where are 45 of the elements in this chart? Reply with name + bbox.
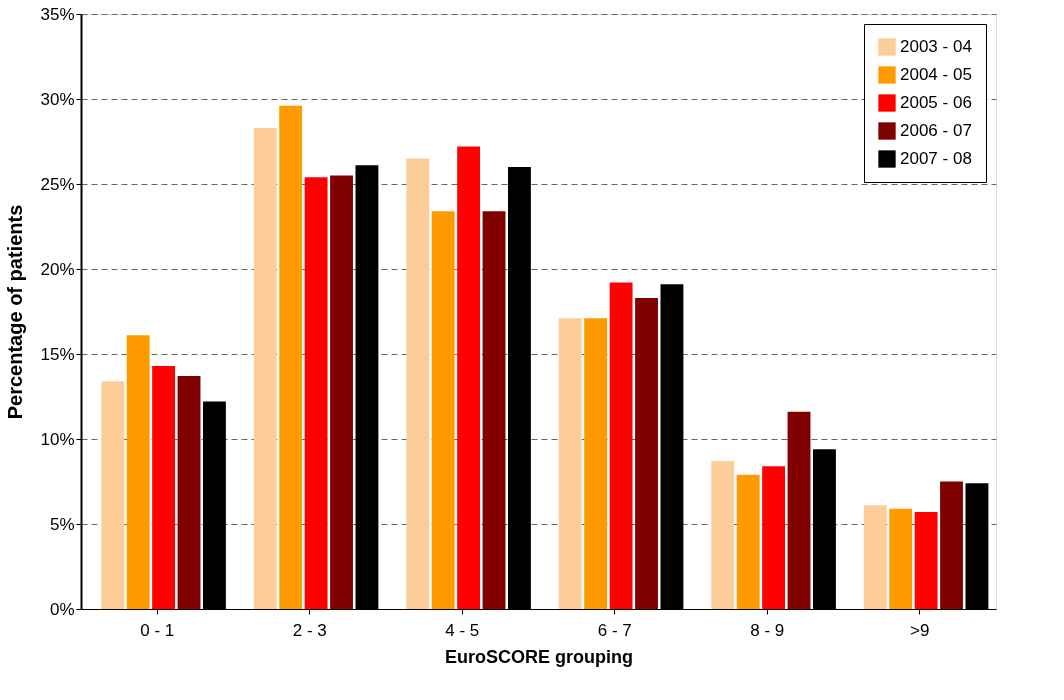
bar [304,177,328,609]
bar [787,411,811,609]
bar [914,512,938,609]
bar [609,282,633,609]
y-tick-label: 10% [40,429,75,449]
bar [126,335,150,609]
bar [482,211,506,609]
y-tick-label: 0% [49,599,75,619]
bar [635,297,658,609]
bar [457,146,481,609]
y-tick-label: 35% [40,4,75,24]
bar [762,466,786,609]
x-tick-label: 0 - 1 [140,620,175,640]
x-tick-label: >9 [910,620,930,640]
bar [431,211,455,609]
y-tick-label: 5% [49,514,75,534]
y-tick-label: 20% [40,259,75,279]
bar [177,376,201,609]
bar [736,474,760,609]
bar [101,381,125,609]
x-tick-label: 6 - 7 [597,620,632,640]
y-tick-label: 25% [40,174,75,194]
bar [711,461,735,609]
legend-label: 2005 - 06 [900,93,972,112]
bar [253,127,277,609]
bar [863,505,887,609]
y-tick-label: 15% [40,344,75,364]
bar [940,481,963,609]
bar [889,508,913,609]
bar [330,175,353,609]
bar [558,318,582,609]
bar [279,105,303,609]
x-tick-label: 4 - 5 [445,620,480,640]
legend-label: 2007 - 08 [900,149,972,168]
bar [152,365,176,609]
x-tick-label: 8 - 9 [750,620,785,640]
legend-label: 2006 - 07 [900,121,972,140]
bar [584,318,608,609]
x-axis-title: EuroSCORE grouping [445,646,633,667]
legend-label: 2003 - 04 [900,37,972,56]
x-tick-label: 2 - 3 [292,620,327,640]
bar [406,158,430,609]
legend-label: 2004 - 05 [900,65,972,84]
y-axis-title: Percentage of patients [4,204,27,420]
y-tick-label: 30% [40,89,75,109]
